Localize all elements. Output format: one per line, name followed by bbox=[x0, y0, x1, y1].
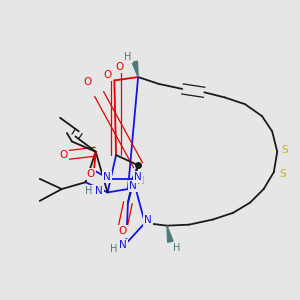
Text: O: O bbox=[83, 77, 91, 87]
Text: H: H bbox=[173, 243, 181, 254]
Text: N: N bbox=[95, 186, 103, 196]
Polygon shape bbox=[167, 226, 173, 242]
Text: H: H bbox=[137, 176, 145, 185]
Text: H: H bbox=[124, 52, 132, 62]
Text: H: H bbox=[110, 244, 117, 254]
Text: O: O bbox=[115, 62, 124, 72]
Text: N: N bbox=[119, 240, 127, 250]
Text: O: O bbox=[86, 169, 95, 179]
Text: N: N bbox=[129, 181, 137, 191]
Text: O: O bbox=[59, 150, 68, 160]
Text: O: O bbox=[103, 70, 112, 80]
Text: N: N bbox=[134, 172, 142, 182]
Polygon shape bbox=[132, 61, 138, 77]
Text: H: H bbox=[85, 186, 93, 196]
Text: O: O bbox=[119, 226, 127, 236]
Text: S: S bbox=[279, 169, 286, 179]
Text: S: S bbox=[281, 145, 288, 155]
Text: N: N bbox=[144, 214, 152, 225]
Text: N: N bbox=[103, 172, 110, 182]
